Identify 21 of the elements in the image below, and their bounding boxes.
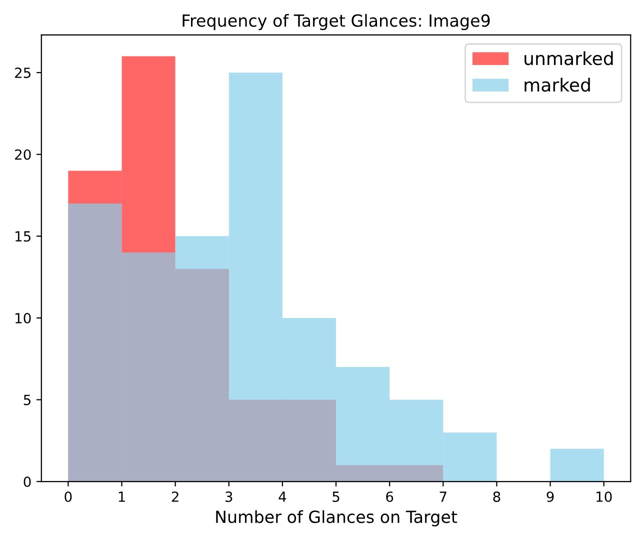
y-tick-label: 0 — [24, 476, 31, 487]
y-tick-label: 15 — [16, 231, 30, 242]
legend-label: marked — [524, 78, 590, 92]
y-tick-label: 5 — [24, 394, 30, 406]
x-tick-label: 10 — [596, 491, 612, 502]
legend-label: unmarked — [524, 51, 613, 66]
y-tick-label: 25 — [15, 68, 30, 78]
x-tick-label: 3 — [226, 491, 232, 502]
x-tick-label: 2 — [172, 491, 178, 502]
x-axis-title: Number of Glances on Target — [216, 510, 458, 526]
x-tick-label: 8 — [493, 491, 500, 502]
x-tick-label: 9 — [546, 491, 554, 502]
x-tick-label: 6 — [386, 491, 394, 502]
chart-title: Frequency of Target Glances: Image9 — [182, 14, 490, 30]
x-tick-label: 5 — [332, 492, 340, 502]
x-tick-label: 7 — [440, 492, 446, 502]
x-tick-label: 1 — [118, 492, 125, 502]
y-tick-label: 20 — [15, 149, 31, 160]
y-tick-label: 10 — [16, 312, 31, 324]
x-tick-label: 4 — [278, 492, 286, 502]
x-tick-label: 0 — [64, 491, 72, 502]
